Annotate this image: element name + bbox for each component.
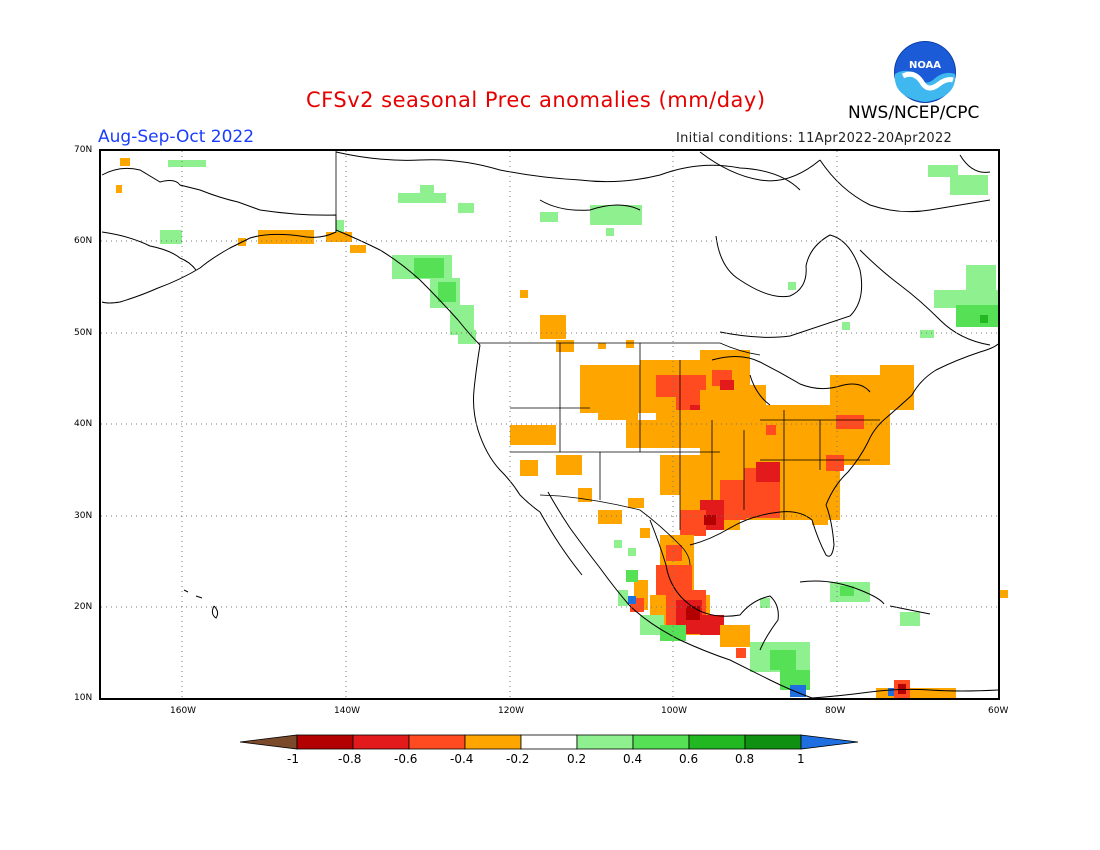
colorbar-tick-label: 1 [797, 752, 805, 766]
colorbar-bin-lt-m1 [239, 734, 298, 750]
colorbar-tick-label: -0.4 [450, 752, 474, 766]
agency-label: NWS/NCEP/CPC [848, 103, 980, 123]
colorbar-bin-m06-m04 [408, 734, 466, 750]
lon-label: 120W [498, 706, 525, 716]
forecast-period: Aug-Sep-Oct 2022 [98, 127, 255, 147]
colorbar-bin-08-1 [744, 734, 802, 750]
colorbar-tick-label: 0.4 [623, 752, 643, 766]
lat-label: 30N [74, 511, 93, 521]
colorbar-bin-m1-m08 [296, 734, 354, 750]
colorbar-bin-m08-m06 [352, 734, 410, 750]
lat-label: 20N [74, 602, 93, 612]
logo-text: NOAA [909, 60, 941, 71]
lon-label: 160W [170, 706, 197, 716]
figure-title: CFSv2 seasonal Prec anomalies (mm/day) [306, 88, 766, 112]
map-frame [99, 149, 1000, 700]
lat-label: 40N [74, 419, 93, 429]
noaa-logo-icon: NOAA [894, 41, 956, 103]
colorbar-tick-label: 0.2 [567, 752, 587, 766]
colorbar-bin-gt-1 [800, 734, 859, 750]
lat-label: 10N [74, 693, 93, 703]
colorbar-tick-label: -0.2 [506, 752, 530, 766]
colorbar-tick-label: -0.6 [394, 752, 418, 766]
colorbar-tick-label: -0.8 [338, 752, 362, 766]
anomaly-shading [116, 158, 1008, 700]
colorbar-tick-label: -1 [287, 752, 299, 766]
political-borders [335, 150, 880, 566]
lat-label: 60N [74, 236, 93, 246]
lat-label: 50N [74, 328, 93, 338]
lat-lon-grid [101, 151, 998, 698]
lon-label: 80W [825, 706, 846, 716]
colorbar-tick-label: 0.8 [735, 752, 755, 766]
colorbar-bin-06-08 [688, 734, 746, 750]
lon-label: 60W [988, 706, 1009, 716]
colorbar-bin-m04-m02 [464, 734, 522, 750]
colorbar-bin-02-04 [576, 734, 634, 750]
colorbar-bin-neutral [520, 734, 578, 750]
lat-label: 70N [74, 145, 93, 155]
lon-label: 140W [334, 706, 361, 716]
colorbar-tick-label: 0.6 [679, 752, 699, 766]
lon-label: 100W [661, 706, 688, 716]
coastlines [101, 151, 999, 699]
colorbar [239, 734, 859, 750]
colorbar-bin-04-06 [632, 734, 690, 750]
initial-conditions: Initial conditions: 11Apr2022-20Apr2022 [676, 131, 953, 146]
